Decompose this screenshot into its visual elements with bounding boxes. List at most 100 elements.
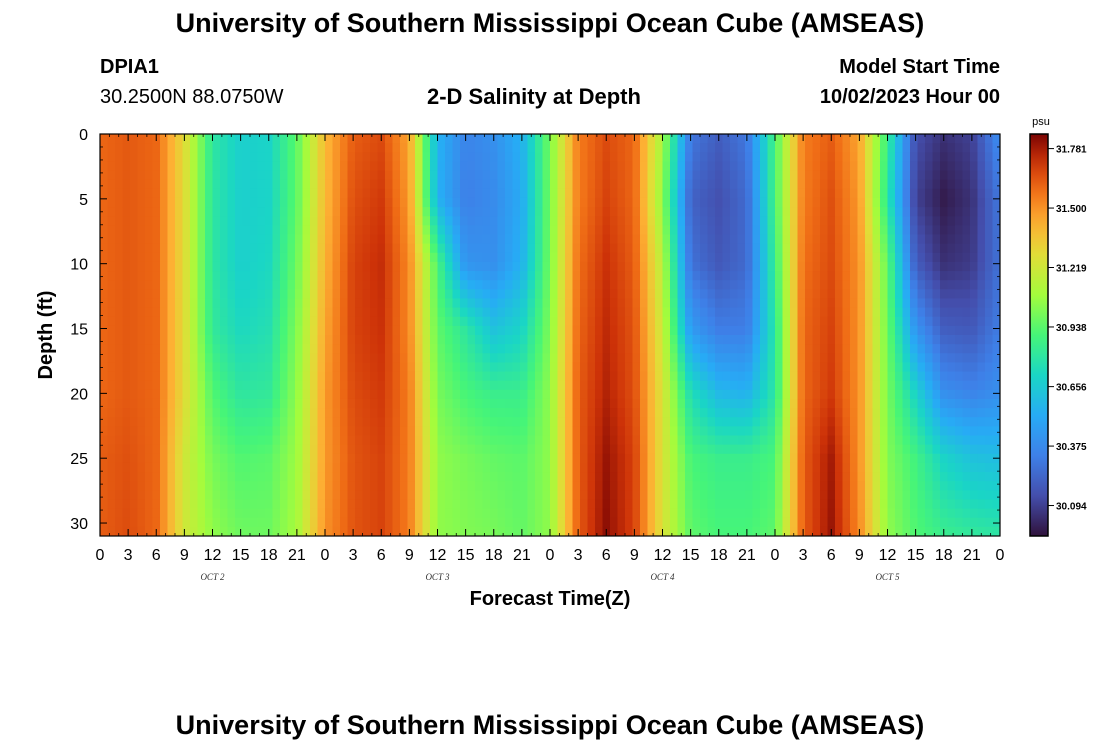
heatmap-cell: [655, 225, 664, 236]
heatmap-cell: [527, 462, 536, 473]
heatmap-cell: [782, 490, 791, 501]
heatmap-cell: [400, 289, 409, 300]
heatmap-cell: [347, 325, 356, 336]
heatmap-cell: [647, 481, 656, 491]
heatmap-cell: [145, 243, 154, 254]
heatmap-cell: [535, 152, 544, 163]
heatmap-cell: [115, 197, 124, 208]
heatmap-cell: [205, 225, 214, 236]
heatmap-cell: [737, 152, 746, 163]
heatmap-cell: [505, 380, 514, 391]
heatmap-cell: [625, 143, 634, 153]
heatmap-cell: [392, 280, 401, 290]
heatmap-cell: [535, 362, 544, 373]
heatmap-cell: [482, 380, 491, 391]
heatmap-cell: [670, 271, 679, 281]
heatmap-cell: [602, 243, 611, 254]
heatmap-cell: [145, 234, 154, 245]
heatmap-cell: [437, 371, 446, 382]
heatmap-cell: [625, 490, 634, 501]
heatmap-cell: [122, 435, 131, 446]
heatmap-cell: [160, 362, 169, 373]
heatmap-cell: [550, 298, 559, 309]
heatmap-cell: [392, 307, 401, 318]
heatmap-cell: [295, 179, 304, 190]
heatmap-cell: [872, 289, 881, 300]
heatmap-cell: [385, 508, 394, 519]
heatmap-cell: [377, 307, 386, 318]
heatmap-cell: [730, 499, 739, 510]
heatmap-cell: [572, 389, 581, 400]
heatmap-cell: [670, 508, 679, 519]
heatmap-cell: [505, 490, 514, 501]
heatmap-cell: [355, 481, 364, 491]
heatmap-cell: [377, 453, 386, 464]
heatmap-cell: [550, 143, 559, 153]
heatmap-cell: [205, 252, 214, 263]
heatmap-cell: [707, 325, 716, 336]
heatmap-cell: [512, 207, 521, 217]
heatmap-cell: [362, 316, 371, 327]
heatmap-cell: [917, 417, 926, 427]
heatmap-cell: [130, 380, 139, 391]
heatmap-cell: [310, 152, 319, 163]
heatmap-cell: [370, 188, 379, 199]
heatmap-cell: [767, 179, 776, 190]
heatmap-cell: [160, 389, 169, 400]
heatmap-cell: [722, 216, 731, 226]
heatmap-cell: [167, 362, 176, 373]
heatmap-cell: [617, 389, 626, 400]
heatmap-cell: [557, 225, 566, 236]
heatmap-cell: [370, 408, 379, 418]
heatmap-cell: [595, 344, 604, 354]
heatmap-cell: [587, 453, 596, 464]
heatmap-cell: [782, 170, 791, 181]
heatmap-cell: [355, 280, 364, 290]
heatmap-cell: [370, 335, 379, 345]
heatmap-cell: [107, 225, 116, 236]
heatmap-cell: [212, 508, 221, 519]
heatmap-cell: [550, 426, 559, 437]
heatmap-cell: [662, 462, 671, 473]
heatmap-cell: [685, 188, 694, 199]
heatmap-cell: [355, 170, 364, 181]
heatmap-cell: [212, 143, 221, 153]
heatmap-cell: [242, 472, 251, 482]
heatmap-cell: [400, 280, 409, 290]
heatmap-cell: [535, 353, 544, 364]
heatmap-cell: [722, 143, 731, 153]
heatmap-cell: [662, 444, 671, 455]
heatmap-cell: [775, 225, 784, 236]
heatmap-cell: [820, 362, 829, 373]
heatmap-cell: [767, 517, 776, 528]
heatmap-cell: [205, 161, 214, 172]
heatmap-cell: [212, 261, 221, 272]
heatmap-cell: [632, 435, 641, 446]
heatmap-cell: [445, 143, 454, 153]
heatmap-cell: [857, 408, 866, 418]
heatmap-cell: [160, 289, 169, 300]
heatmap-cell: [347, 289, 356, 300]
heatmap-cell: [505, 152, 514, 163]
heatmap-cell: [557, 143, 566, 153]
heatmap-cell: [107, 371, 116, 382]
heatmap-cell: [407, 271, 416, 281]
heatmap-cell: [295, 234, 304, 245]
heatmap-cell: [325, 271, 334, 281]
heatmap-cell: [400, 298, 409, 309]
heatmap-cell: [407, 435, 416, 446]
heatmap-cell: [647, 261, 656, 272]
heatmap-cell: [677, 271, 686, 281]
heatmap-cell: [295, 316, 304, 327]
heatmap-cell: [940, 271, 949, 281]
heatmap-cell: [692, 408, 701, 418]
heatmap-cell: [152, 371, 161, 382]
heatmap-cell: [325, 179, 334, 190]
heatmap-cell: [535, 234, 544, 245]
heatmap-cell: [280, 316, 289, 327]
heatmap-cell: [460, 435, 469, 446]
heatmap-cell: [722, 188, 731, 199]
heatmap-cell: [302, 216, 311, 226]
heatmap-cell: [670, 444, 679, 455]
heatmap-cell: [407, 490, 416, 501]
